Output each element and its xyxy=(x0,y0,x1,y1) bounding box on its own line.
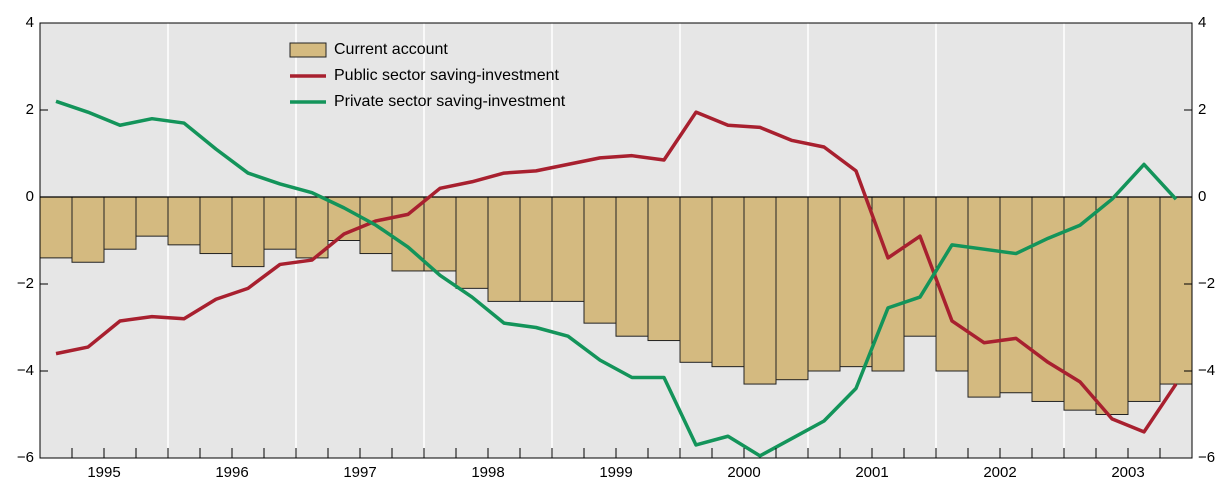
legend-label: Current account xyxy=(334,41,448,58)
y2-tick-label: 4 xyxy=(1198,14,1206,31)
bar xyxy=(39,196,73,259)
bar xyxy=(199,196,233,255)
bar xyxy=(167,196,201,246)
x-tick-label: 2001 xyxy=(855,464,888,481)
bar xyxy=(231,196,265,268)
y2-tick-label: −6 xyxy=(1198,449,1215,466)
bar xyxy=(71,196,105,263)
bar xyxy=(391,196,425,272)
x-tick-label: 1998 xyxy=(471,464,504,481)
x-tick-label: 2002 xyxy=(983,464,1016,481)
legend-label: Private sector saving-investment xyxy=(334,93,566,110)
bar xyxy=(711,196,745,368)
bar xyxy=(1095,196,1129,415)
y2-tick-label: −4 xyxy=(1198,362,1215,379)
legend-label: Public sector saving-investment xyxy=(334,67,560,84)
y-tick-label: −6 xyxy=(17,449,34,466)
x-tick-label: 1995 xyxy=(87,464,120,481)
bar xyxy=(679,196,713,363)
bar xyxy=(647,196,681,342)
bar xyxy=(743,196,777,385)
bar xyxy=(103,196,137,250)
bar xyxy=(999,196,1033,394)
bar xyxy=(487,196,521,302)
bar xyxy=(935,196,969,372)
bar xyxy=(615,196,649,337)
bar xyxy=(455,196,489,289)
y-tick-label: −2 xyxy=(17,275,34,292)
y-tick-label: −4 xyxy=(17,362,34,379)
bar xyxy=(583,196,617,324)
legend-swatch xyxy=(289,42,327,58)
bar xyxy=(967,196,1001,398)
y-tick-label: 0 xyxy=(26,188,34,205)
bar xyxy=(839,196,873,368)
y2-tick-label: 2 xyxy=(1198,101,1206,118)
x-tick-label: 1997 xyxy=(343,464,376,481)
bar xyxy=(263,196,297,250)
line xyxy=(55,110,1178,434)
bar xyxy=(551,196,585,302)
x-tick-label: 2000 xyxy=(727,464,760,481)
bar xyxy=(1127,196,1161,402)
bar xyxy=(519,196,553,302)
bar xyxy=(295,196,329,259)
x-tick-label: 1999 xyxy=(599,464,632,481)
bar xyxy=(1159,196,1193,385)
line xyxy=(55,99,1178,458)
y2-tick-label: −2 xyxy=(1198,275,1215,292)
y2-tick-label: 0 xyxy=(1198,188,1206,205)
x-tick-label: 1996 xyxy=(215,464,248,481)
bar xyxy=(423,196,457,272)
bar xyxy=(807,196,841,372)
y-tick-label: 4 xyxy=(26,14,34,31)
bar xyxy=(135,196,169,237)
y-tick-label: 2 xyxy=(26,101,34,118)
bar xyxy=(775,196,809,381)
x-tick-label: 2003 xyxy=(1111,464,1144,481)
